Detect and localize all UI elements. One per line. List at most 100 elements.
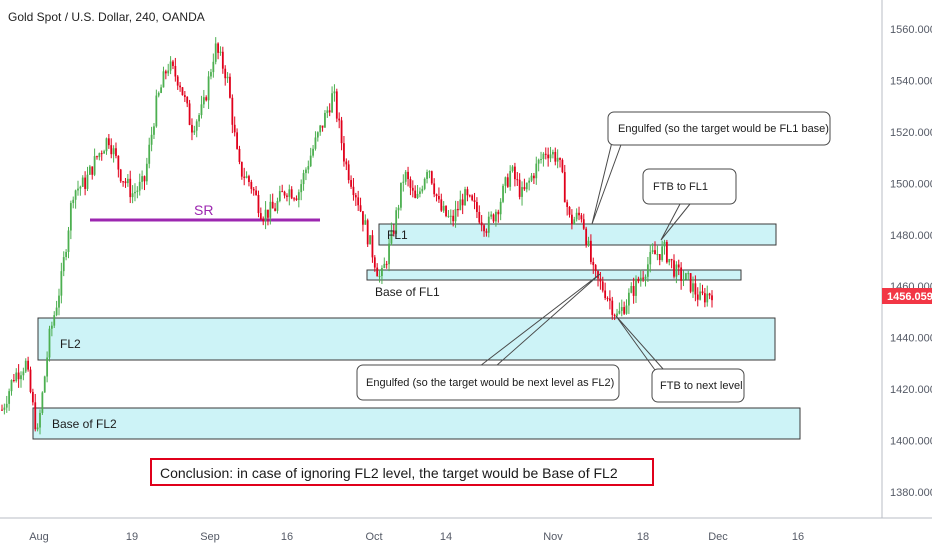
candle-body xyxy=(122,181,125,183)
candle-body xyxy=(478,211,481,223)
zone-base-fl1[interactable] xyxy=(366,269,742,281)
candle-body xyxy=(430,171,433,184)
candle-body xyxy=(578,212,580,216)
zone-base-fl2[interactable] xyxy=(32,407,801,440)
zone-fl1[interactable] xyxy=(378,223,777,246)
candle-body xyxy=(55,307,58,316)
candle-body xyxy=(17,372,20,380)
candle-body xyxy=(259,213,262,220)
candle-body xyxy=(675,264,678,277)
candle-body xyxy=(440,199,443,211)
candle-body xyxy=(582,219,585,229)
candle-body xyxy=(74,190,77,200)
candle-body xyxy=(264,209,267,222)
conclusion-text: Conclusion: in case of ignoring FL2 leve… xyxy=(160,465,618,481)
candle-body xyxy=(250,181,253,189)
callout-ftb-fl1[interactable]: FTB to FL1 xyxy=(642,168,737,205)
candle-body xyxy=(694,283,697,295)
candle-body xyxy=(449,215,452,217)
callout-ftb-fl1-text: FTB to FL1 xyxy=(653,181,708,193)
candle-body xyxy=(321,125,324,128)
price-axis[interactable]: 1560.000 1540.000 1520.000 1500.000 1480.000… xyxy=(881,0,932,518)
candle-body xyxy=(677,264,680,268)
candle-body xyxy=(96,156,98,158)
callout-engulfed-fl2[interactable]: Engulfed (so the target would be next le… xyxy=(356,364,620,401)
candle-body xyxy=(153,126,155,135)
candle-body xyxy=(88,166,91,175)
candle-body xyxy=(485,231,488,233)
candle-body xyxy=(41,392,44,413)
candle-body xyxy=(642,277,645,279)
x-tick-label: 16 xyxy=(792,531,804,543)
y-tick-label: 1440.000 xyxy=(890,333,932,345)
candle-body xyxy=(618,310,621,314)
zone-fl2[interactable] xyxy=(37,317,776,361)
x-tick-label: Nov xyxy=(543,531,563,543)
candle-body xyxy=(378,276,381,278)
candle-body xyxy=(202,97,205,105)
candle-body xyxy=(402,181,405,183)
candle-body xyxy=(269,201,272,218)
candle-body xyxy=(390,230,393,244)
conclusion-box[interactable]: Conclusion: in case of ignoring FL2 leve… xyxy=(150,458,654,486)
candle-body xyxy=(357,197,360,206)
candle-body xyxy=(226,76,229,79)
candle-body xyxy=(525,182,528,190)
candle-body xyxy=(556,157,559,162)
candle-body xyxy=(343,143,345,162)
x-tick-label: 19 xyxy=(126,531,138,543)
candle-body xyxy=(103,151,106,154)
candle-body xyxy=(601,281,604,291)
candle-body xyxy=(509,170,512,187)
candle-body xyxy=(179,85,181,88)
candle-body xyxy=(435,194,438,197)
candle-body xyxy=(566,202,569,207)
candle-body xyxy=(480,222,483,226)
candle-body xyxy=(487,216,490,233)
candle-body xyxy=(134,191,136,194)
candle-body xyxy=(115,148,117,156)
candle-body xyxy=(186,96,189,104)
candle-body xyxy=(117,155,120,170)
sr-label: SR xyxy=(194,202,213,218)
callout-ftb-next[interactable]: FTB to next level xyxy=(651,368,745,403)
candle-body xyxy=(706,293,709,303)
candle-body xyxy=(649,251,652,265)
candle-body xyxy=(528,180,531,183)
candle-body xyxy=(587,240,590,246)
candle-body xyxy=(459,199,462,211)
time-axis[interactable]: Aug 19 Sep 16 Oct 14 Nov 18 Dec 16 xyxy=(0,517,932,543)
candle-body xyxy=(231,97,234,125)
candle-body xyxy=(257,194,260,214)
y-tick-label: 1540.000 xyxy=(890,75,932,87)
candle-body xyxy=(665,241,668,263)
y-tick-label: 1560.000 xyxy=(890,24,932,36)
candle-body xyxy=(5,403,8,408)
candle-body xyxy=(637,278,640,282)
candle-body xyxy=(319,125,322,133)
callout-engulfed-fl1[interactable]: Engulfed (so the target would be FL1 bas… xyxy=(607,111,831,146)
candle-body xyxy=(79,186,82,189)
candle-body xyxy=(290,189,293,199)
candle-body xyxy=(72,199,75,204)
candle-body xyxy=(573,219,576,225)
candle-body xyxy=(682,279,685,281)
candle-body xyxy=(8,391,11,404)
candle-body xyxy=(297,192,300,200)
candle-body xyxy=(483,225,485,232)
base-fl1-label: Base of FL1 xyxy=(375,285,440,299)
zones-layer xyxy=(32,223,801,440)
candle-body xyxy=(167,70,170,74)
candle-body xyxy=(442,205,445,211)
candle-body xyxy=(150,134,153,145)
candle-body xyxy=(77,188,79,191)
candle-body xyxy=(635,278,637,296)
candle-body xyxy=(36,427,39,430)
candle-body xyxy=(523,187,526,190)
candle-body xyxy=(552,151,554,155)
candle-body xyxy=(39,412,41,428)
candle-body xyxy=(27,360,30,370)
candle-body xyxy=(43,376,46,393)
candle-body xyxy=(511,166,514,171)
